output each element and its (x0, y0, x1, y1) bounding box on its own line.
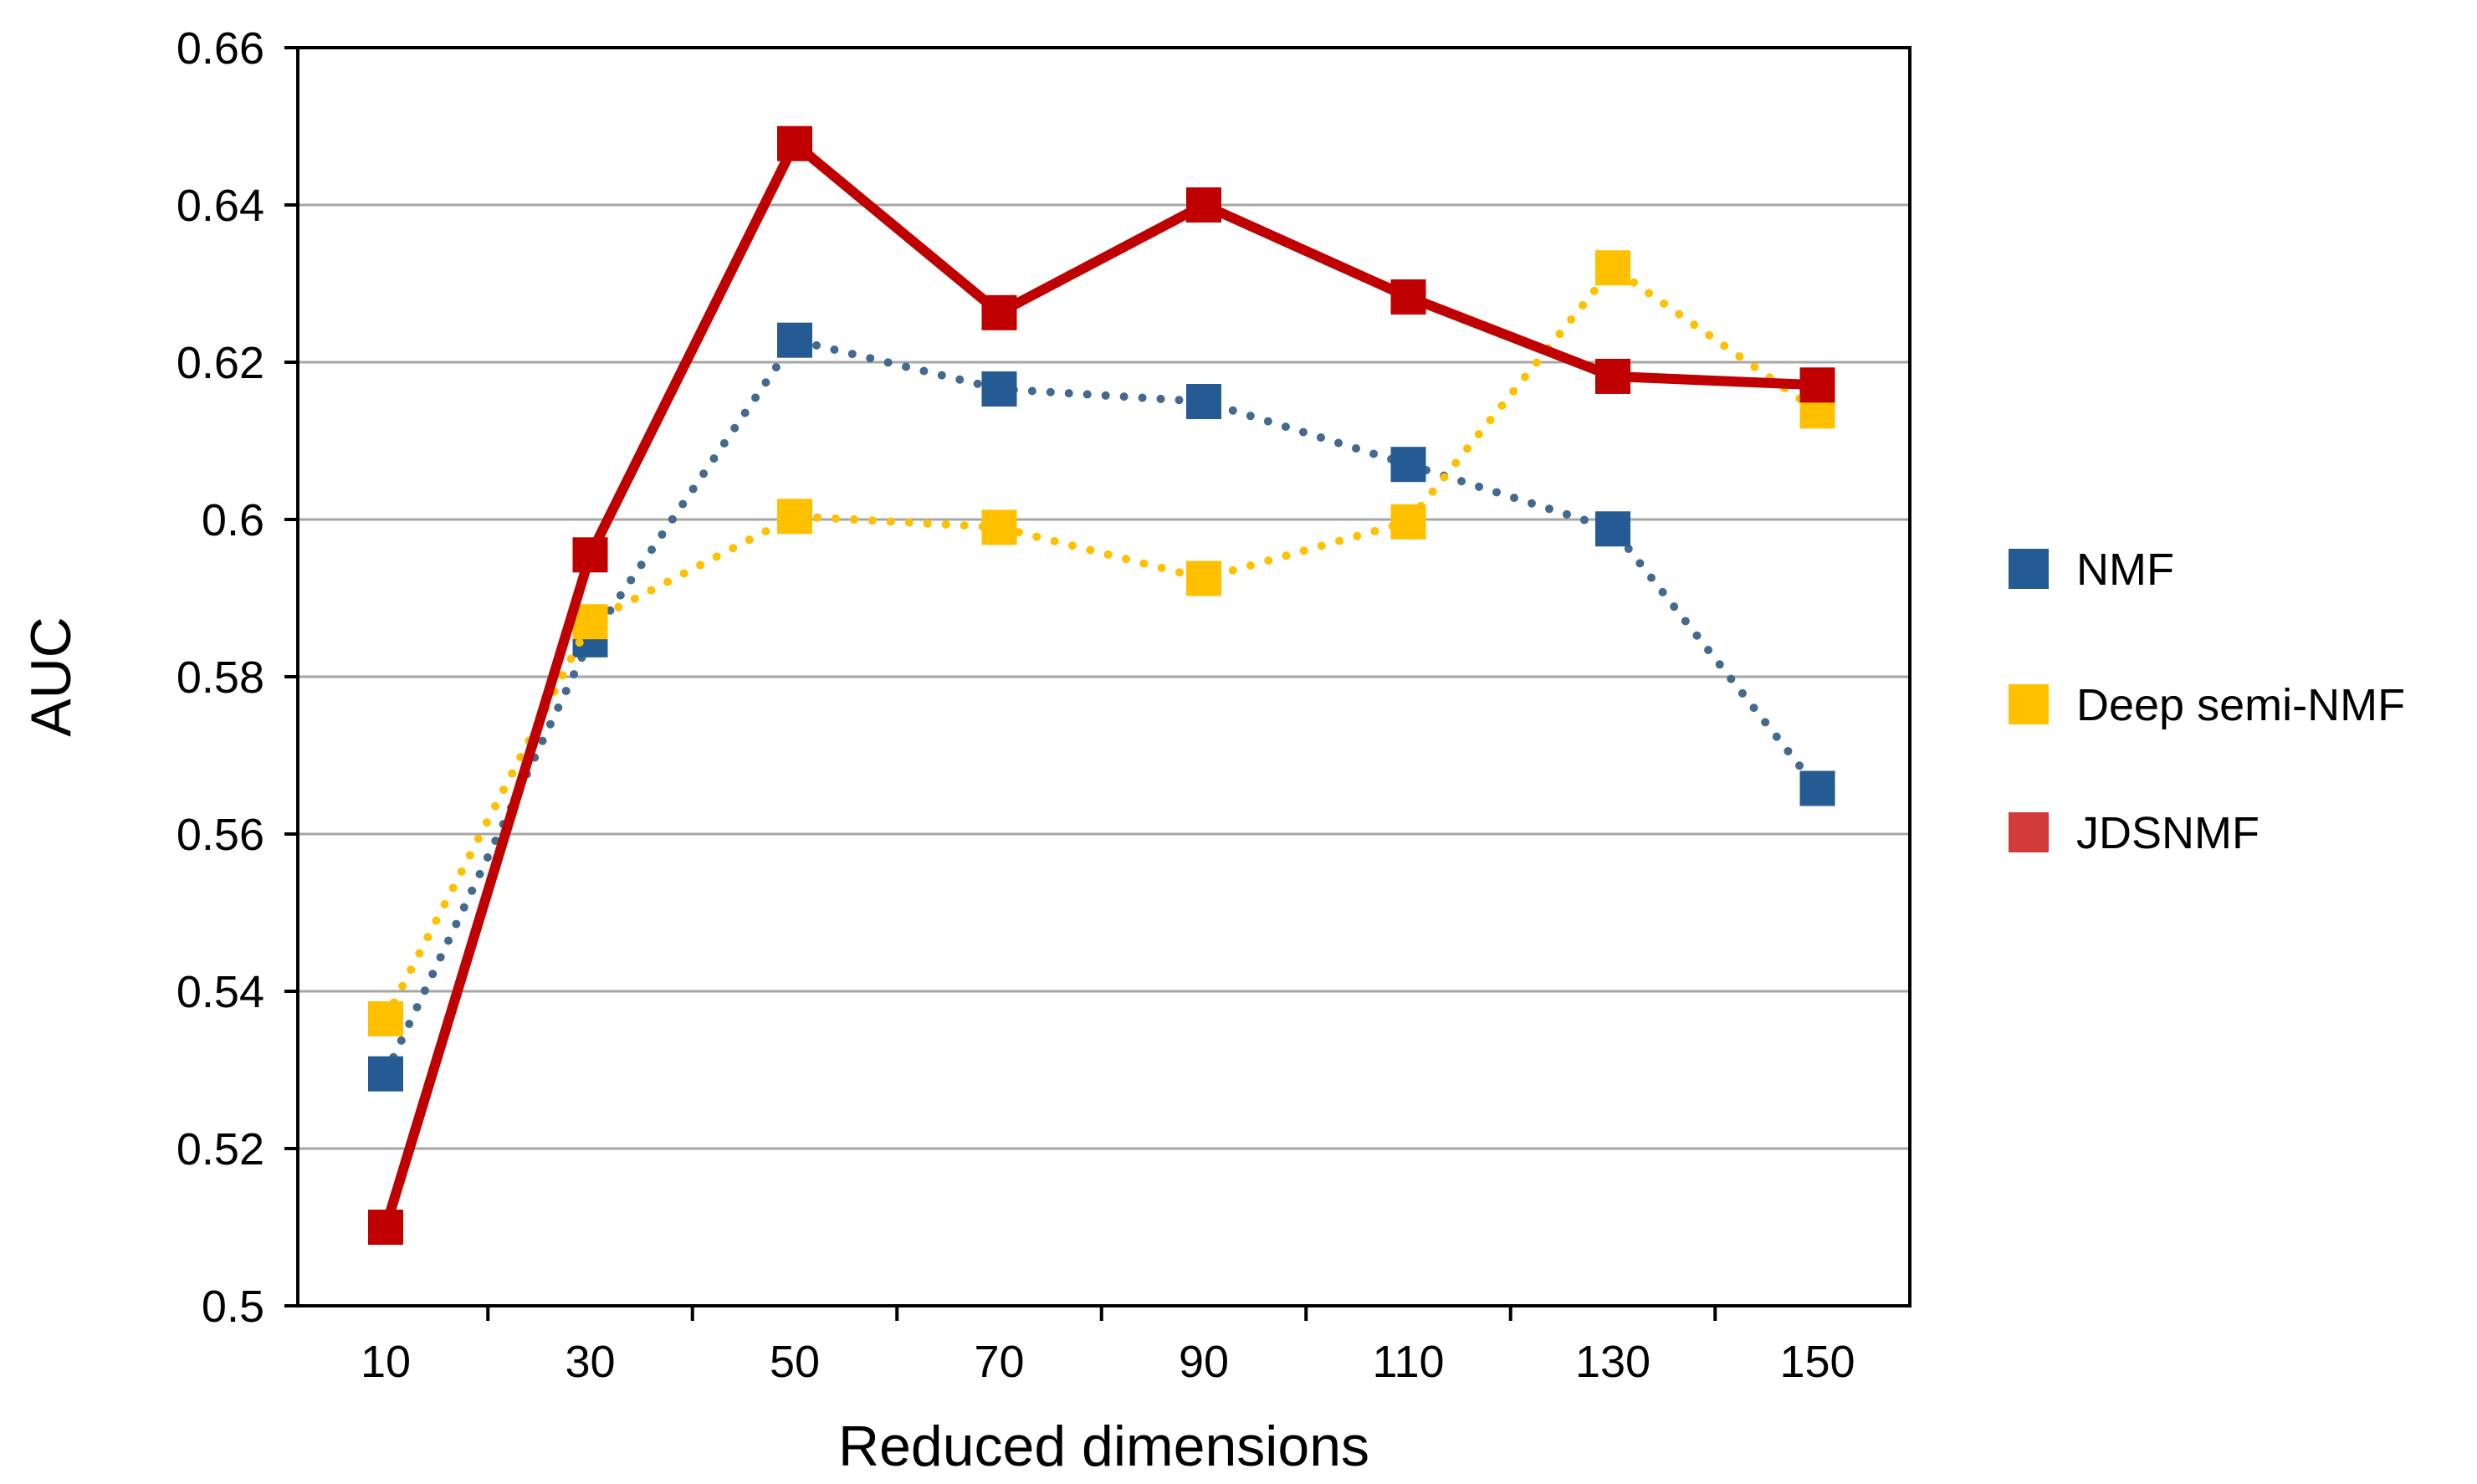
x-axis-ticks: 10 30 50 70 90 110 130 150 (361, 1306, 1855, 1387)
data-point (368, 1056, 403, 1092)
legend-entry: JDSNMF (2009, 808, 2259, 858)
series-jdsnmf (368, 125, 1835, 1245)
data-point (1186, 384, 1221, 419)
x-tick-label: 90 (1179, 1337, 1229, 1387)
y-tick-label: 0.6 (202, 495, 264, 545)
data-point (1186, 187, 1221, 223)
legend-entry: NMF (2009, 545, 2174, 595)
legend-entry: Deep semi-NMF (2009, 680, 2405, 730)
x-tick-label: 110 (1372, 1337, 1444, 1387)
data-point (1390, 279, 1426, 315)
legend-swatch (2009, 549, 2049, 589)
legend-label: JDSNMF (2076, 808, 2259, 858)
data-series (368, 125, 1835, 1245)
y-tick-label: 0.62 (177, 338, 264, 388)
data-point (981, 294, 1017, 330)
y-tick-label: 0.52 (177, 1124, 264, 1174)
data-point (572, 537, 608, 573)
x-tick-label: 50 (770, 1337, 820, 1387)
y-tick-label: 0.58 (177, 652, 264, 703)
y-axis-ticks: 0.5 0.52 0.54 0.56 0.58 0.6 0.62 0.64 0.66 (177, 23, 298, 1332)
x-tick-label: 150 (1779, 1337, 1855, 1387)
series-line (381, 136, 1818, 1229)
y-tick-label: 0.54 (177, 967, 264, 1017)
x-tick-label: 10 (361, 1337, 411, 1387)
y-axis-title: AUC (19, 617, 83, 737)
legend: NMF Deep semi-NMF JDSNMF (2009, 545, 2405, 858)
data-point (1799, 770, 1835, 806)
data-point (368, 1210, 403, 1245)
x-axis-title: Reduced dimensions (838, 1415, 1369, 1478)
data-point (981, 509, 1017, 545)
x-tick-label: 30 (565, 1337, 615, 1387)
x-tick-label: 130 (1575, 1337, 1650, 1387)
gridlines (298, 46, 1910, 1150)
legend-label: Deep semi-NMF (2076, 680, 2405, 730)
x-tick-label: 70 (974, 1337, 1024, 1387)
data-point (777, 499, 812, 535)
y-tick-label: 0.5 (202, 1282, 264, 1332)
data-point (1390, 504, 1426, 540)
data-point (981, 371, 1017, 407)
data-point (1595, 358, 1630, 394)
legend-label: NMF (2076, 545, 2174, 595)
legend-swatch (2009, 684, 2049, 724)
y-tick-label: 0.64 (177, 181, 264, 231)
data-point (1595, 511, 1630, 547)
y-tick-label: 0.66 (177, 23, 264, 74)
data-point (777, 322, 812, 358)
data-point (1186, 560, 1221, 596)
data-point (777, 125, 812, 161)
legend-swatch (2009, 812, 2049, 852)
data-point (368, 1000, 403, 1036)
data-point (1595, 250, 1630, 286)
y-tick-label: 0.56 (177, 810, 264, 860)
data-point (1390, 447, 1426, 483)
series-nmf (368, 322, 1835, 1092)
series-line (381, 335, 1822, 1078)
data-point (1799, 367, 1835, 403)
